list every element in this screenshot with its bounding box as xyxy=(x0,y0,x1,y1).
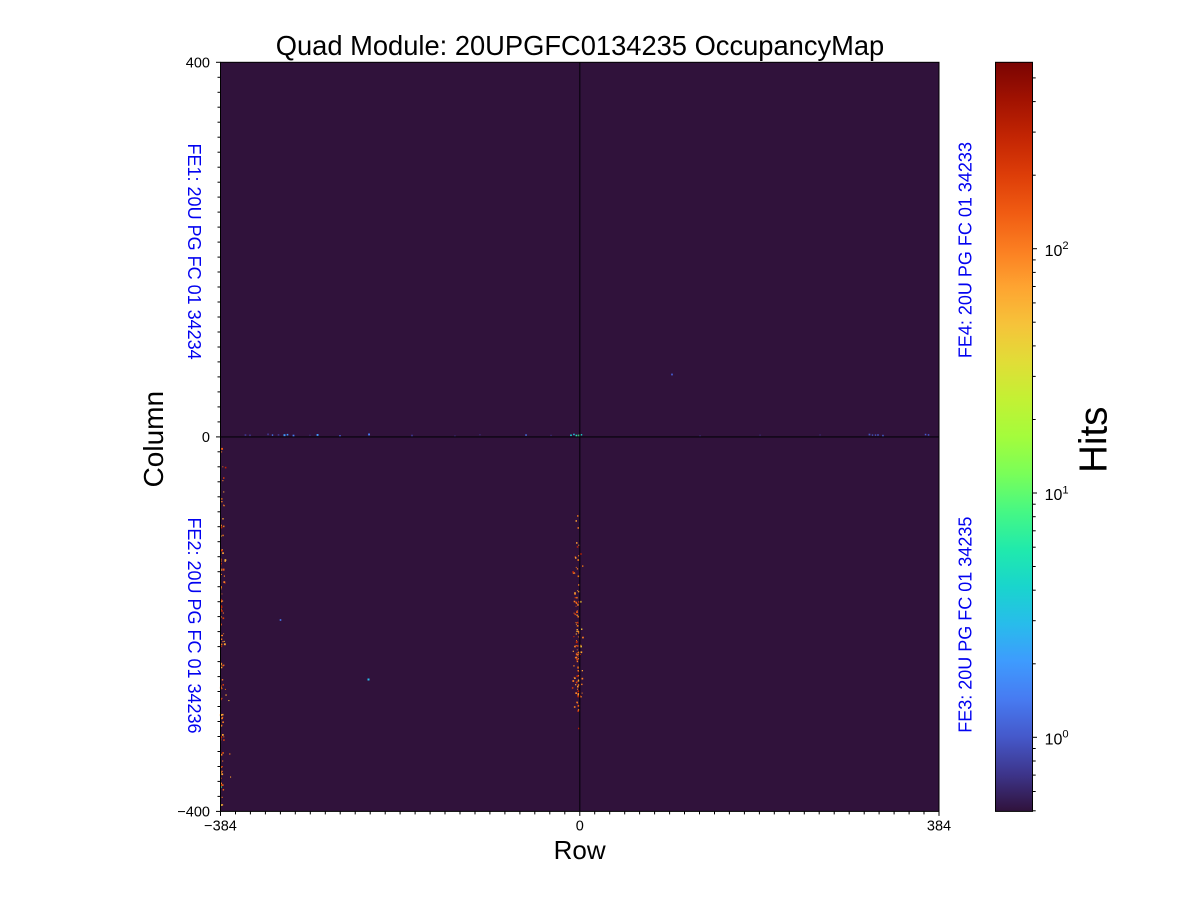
svg-text:Row: Row xyxy=(554,835,606,865)
svg-text:Column: Column xyxy=(138,391,169,487)
svg-text:−400: −400 xyxy=(177,804,210,820)
svg-text:FE2: 20U PG FC 01 34236: FE2: 20U PG FC 01 34236 xyxy=(184,517,204,733)
svg-text:384: 384 xyxy=(927,818,951,834)
svg-text:400: 400 xyxy=(186,55,210,71)
svg-text:Quad Module: 20UPGFC0134235 Oc: Quad Module: 20UPGFC0134235 OccupancyMap xyxy=(276,30,884,61)
svg-text:Hits: Hits xyxy=(1072,407,1115,473)
svg-text:0: 0 xyxy=(576,818,584,834)
svg-text:−384: −384 xyxy=(204,818,237,834)
svg-text:0: 0 xyxy=(202,430,210,446)
svg-text:FE1: 20U PG FC 01 34234: FE1: 20U PG FC 01 34234 xyxy=(184,144,204,360)
svg-text:FE4: 20U PG FC 01 34233: FE4: 20U PG FC 01 34233 xyxy=(956,142,976,358)
svg-text:FE3: 20U PG FC 01 34235: FE3: 20U PG FC 01 34235 xyxy=(956,517,976,733)
